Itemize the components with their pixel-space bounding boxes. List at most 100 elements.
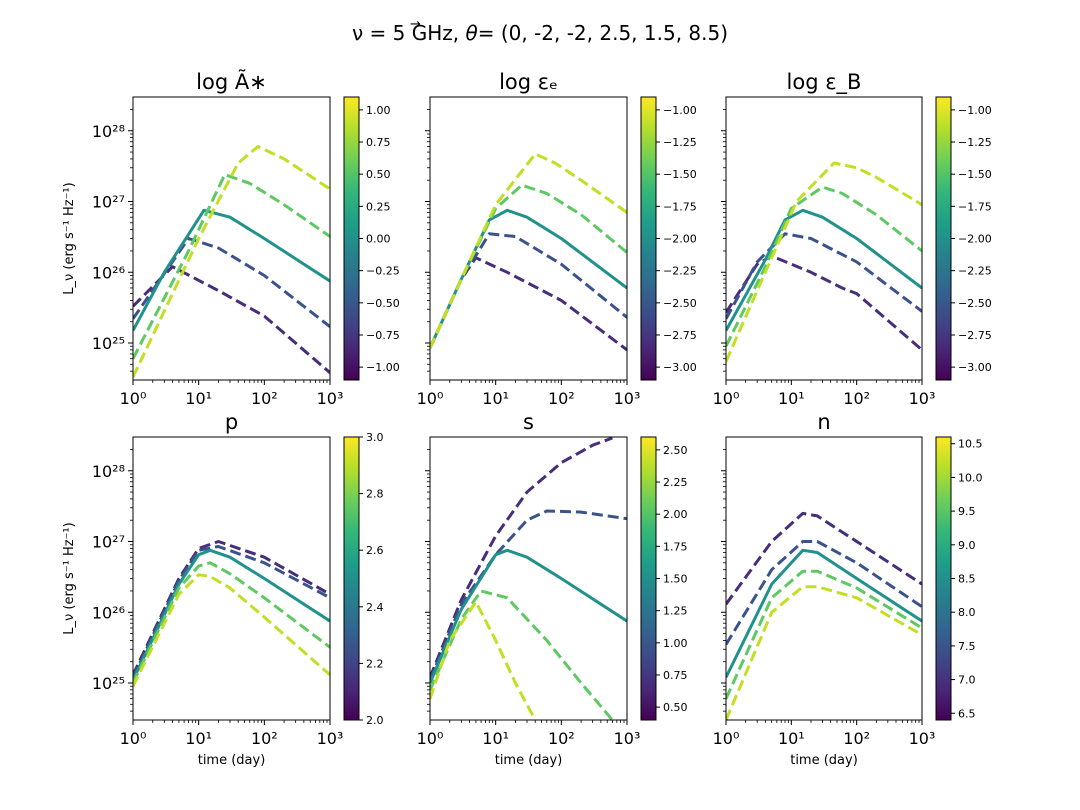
- series-line-3: [430, 208, 627, 349]
- series-line-5: [430, 600, 537, 720]
- x-tick-label: 10⁰: [120, 389, 147, 408]
- colorbar-tick-label: 10.0: [958, 471, 983, 484]
- panel-title: log ε_B: [787, 70, 862, 95]
- colorbar-tick-label: −2.00: [958, 233, 992, 246]
- figure-title: ν = 5 GHz, θ= (0, -2, -2, 2.5, 1.5, 8.5): [352, 21, 728, 45]
- colorbar-tick-label: −1.25: [663, 136, 697, 149]
- colorbar-tick-label: −2.00: [663, 233, 697, 246]
- y-tick-label: 10²⁷: [92, 193, 125, 212]
- series-line-2: [726, 540, 922, 646]
- colorbar-tick-label: 2.8: [366, 488, 384, 501]
- colorbar-tick-label: 0.75: [663, 669, 688, 682]
- x-tick-label: 10¹: [185, 389, 212, 408]
- colorbar-tick-label: 3.0: [366, 431, 384, 444]
- series-line-3: [430, 548, 627, 684]
- x-tick-label: 10²: [251, 389, 278, 408]
- series-line-1: [430, 256, 627, 352]
- series-line-3: [726, 208, 922, 332]
- colorbar-tick-label: 2.4: [366, 601, 384, 614]
- plot-frame: [725, 96, 923, 381]
- y-tick-label: 10²⁶: [92, 603, 125, 622]
- series-line-4: [726, 185, 922, 347]
- plot-frame: [429, 96, 628, 381]
- plot-frame: [132, 436, 331, 721]
- colorbar-tick-label: −2.50: [958, 297, 992, 310]
- series-line-1: [133, 540, 330, 676]
- colorbar-tick-label: 7.0: [958, 674, 976, 687]
- y-tick-label: 10²⁷: [92, 533, 125, 552]
- panel-title: log εₑ: [499, 70, 558, 94]
- series-line-3: [726, 548, 922, 679]
- colorbar-tick-label: 9.0: [958, 539, 976, 552]
- panel-p: 10⁰ 10¹ 10² 10³ 10²⁵ 10²⁶ 10²⁷ 10²⁸ p L_ν (erg s⁻…: [62, 410, 384, 768]
- y-tick-label: 10²⁵: [92, 334, 125, 353]
- series-line-1: [726, 254, 922, 352]
- colorbar: 2.50 2.25 2.00 1.75 1.50 1.25 1.00 0.75 0.50: [640, 436, 688, 721]
- colorbar: −1.00 −1.25 −1.50 −1.75 −2.00 −2.25 −2.50 −2.75…: [640, 96, 697, 381]
- panel-s: 10⁰ 10¹ 10² 10³ s time (day) 2.50 2.25 2.00 1.75 1…: [417, 410, 688, 768]
- colorbar-tick-label: −1.25: [958, 136, 992, 149]
- colorbar-tick-label: −2.75: [958, 329, 992, 342]
- x-tick-label: 10¹: [778, 389, 805, 408]
- colorbar-tick-label: −1.00: [663, 104, 697, 117]
- series-line-1: [430, 437, 613, 678]
- colorbar-tick-label: 10.5: [958, 438, 983, 451]
- series-line-2: [726, 232, 922, 320]
- series-line-2: [430, 232, 627, 349]
- x-tick-label: 10²: [843, 389, 870, 408]
- colorbar-tick-label: 1.50: [663, 573, 688, 586]
- colorbar-tick-label: 0.25: [366, 200, 391, 213]
- series-line-2: [133, 545, 330, 679]
- series-group: [726, 161, 922, 363]
- panel-logEpsE: 10⁰ 10¹ 10² 10³ log εₑ −1.00 −1.25 −1.50 −1.75 −2…: [417, 70, 697, 408]
- series-line-3: [133, 548, 330, 681]
- series-line-5: [430, 152, 627, 349]
- colorbar-tick-label: 1.75: [663, 540, 688, 553]
- x-tick-label: 10⁰: [713, 389, 740, 408]
- x-tick-label: 10¹: [778, 729, 805, 748]
- series-group: [430, 152, 627, 352]
- colorbar-tick-label: 1.00: [366, 104, 391, 117]
- colorbar-tick-label: 0.50: [366, 168, 391, 181]
- colorbar-bar: [935, 436, 952, 721]
- colorbar-tick-label: 8.5: [958, 573, 976, 586]
- theta-arrow-icon: →: [410, 17, 421, 32]
- series-line-1: [133, 265, 330, 374]
- y-tick-label: 10²⁸: [92, 462, 125, 481]
- y-tick-label: 10²⁸: [92, 122, 125, 141]
- colorbar-tick-label: 2.0: [366, 714, 384, 727]
- colorbar-tick-label: −1.50: [958, 168, 992, 181]
- x-tick-label: 10²: [548, 389, 575, 408]
- panel-n: 10⁰ 10¹ 10² 10³ n time (day) 10.5 10.0 9.5 9.0 8.5…: [713, 410, 983, 768]
- colorbar-bar: [343, 96, 360, 381]
- colorbar-tick-label: −2.50: [663, 297, 697, 310]
- plot-frame: [132, 96, 331, 381]
- colorbar-tick-label: 2.2: [366, 657, 384, 670]
- x-axis-label: time (day): [790, 753, 858, 768]
- colorbar-tick-label: 1.00: [663, 637, 688, 650]
- colorbar-tick-label: −1.75: [663, 200, 697, 213]
- colorbar-tick-label: −1.00: [366, 361, 400, 374]
- panel-logA: 10⁰ 10¹ 10² 10³ 10²⁵ 10²⁶ 10²⁷ 10²⁸ log Ã∗ L_ν (e…: [62, 68, 400, 408]
- colorbar-tick-label: −0.75: [366, 329, 400, 342]
- colorbar-tick-label: 2.25: [663, 476, 688, 489]
- x-tick-label: 10³: [614, 389, 641, 408]
- series-line-5: [133, 573, 330, 687]
- x-tick-label: 10⁰: [120, 729, 147, 748]
- x-axis-label: time (day): [198, 753, 266, 768]
- series-line-4: [726, 569, 922, 700]
- x-tick-label: 10³: [317, 389, 344, 408]
- colorbar-bar: [640, 96, 657, 381]
- series-line-5: [726, 161, 922, 363]
- colorbar-tick-label: −0.25: [366, 265, 400, 278]
- series-line-4: [430, 589, 614, 720]
- colorbar-bar: [343, 436, 360, 721]
- x-tick-label: 10²: [548, 729, 575, 748]
- colorbar-tick-label: 2.50: [663, 444, 688, 457]
- x-tick-label: 10¹: [482, 729, 509, 748]
- series-group: [430, 437, 627, 720]
- x-tick-label: 10⁰: [713, 729, 740, 748]
- x-tick-label: 10²: [843, 729, 870, 748]
- y-tick-label: 10²⁵: [92, 674, 125, 693]
